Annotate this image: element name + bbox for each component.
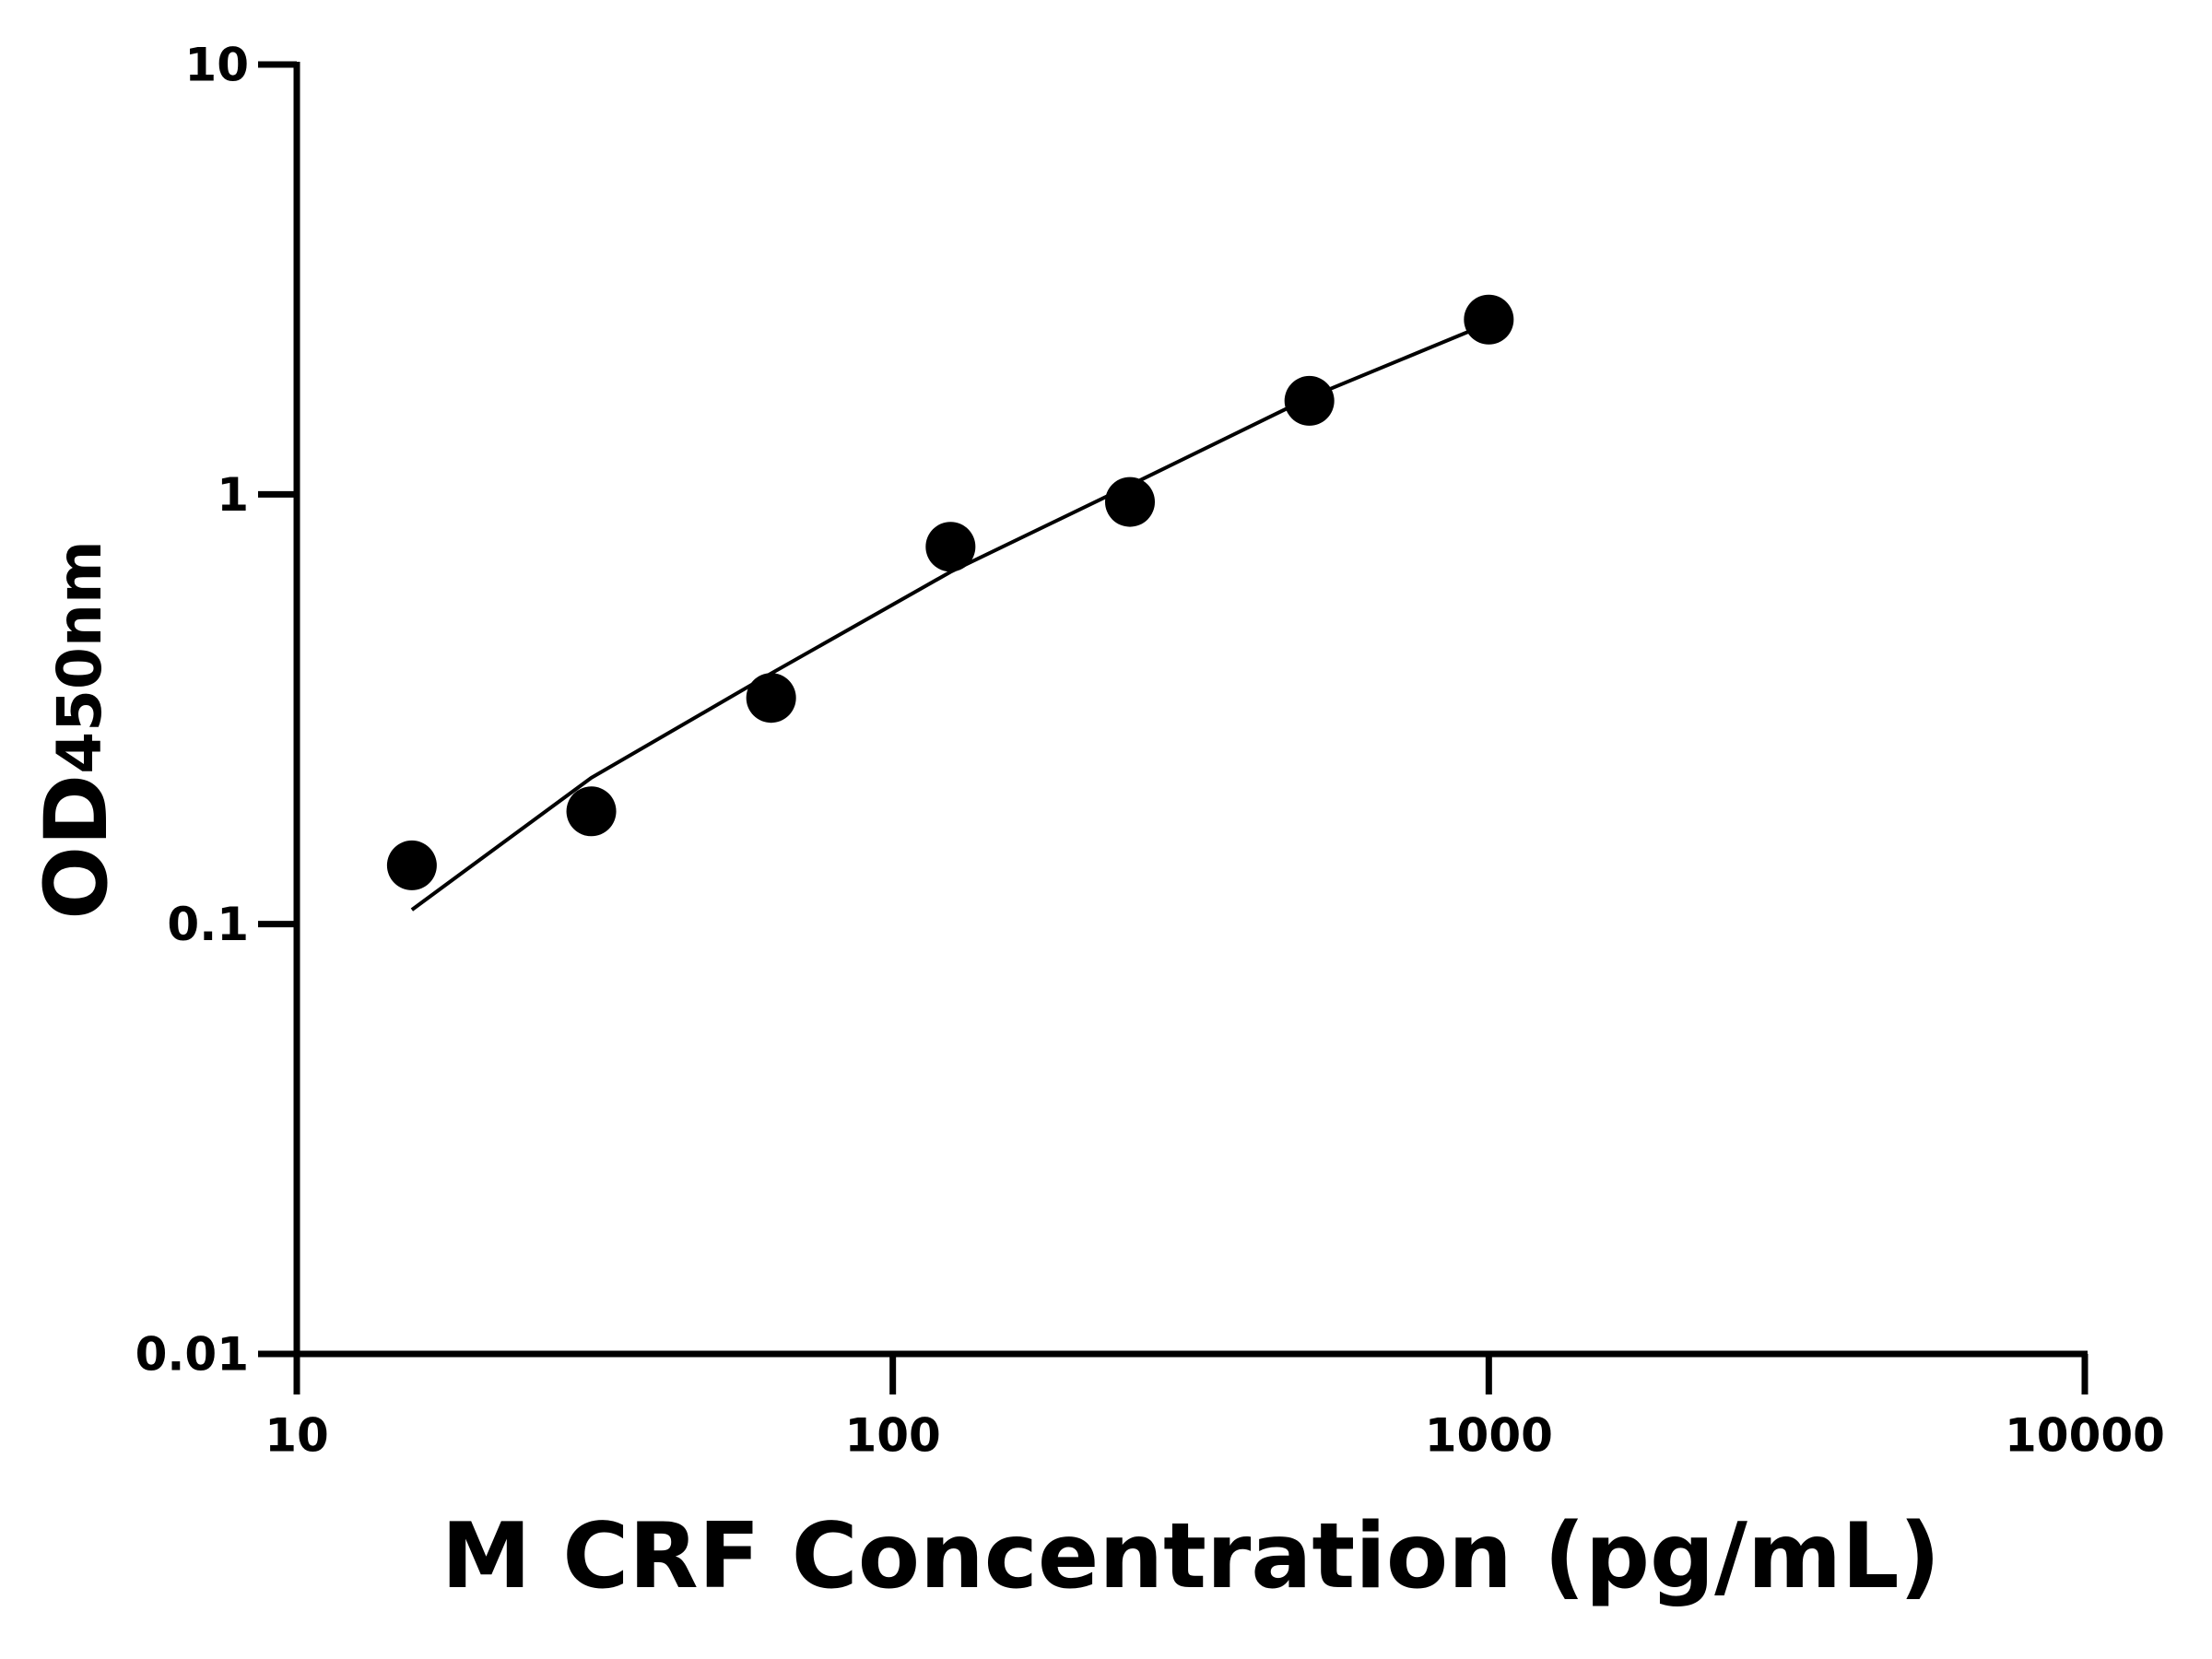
y-tick-label: 0.1 <box>167 898 249 951</box>
data-point <box>1284 375 1335 426</box>
y-tick-label: 1 <box>217 468 249 522</box>
data-point <box>925 522 976 572</box>
x-tick-label: 1000 <box>1425 1409 1553 1463</box>
fit-line <box>410 321 1490 912</box>
y-axis-title-sub: 450nm <box>44 540 115 774</box>
x-tick-label: 100 <box>844 1409 940 1463</box>
data-point <box>386 840 437 890</box>
data-point <box>566 786 617 837</box>
y-axis-title-main: OD <box>27 774 127 920</box>
y-tick-label: 10 <box>184 39 249 92</box>
data-point <box>746 673 796 724</box>
x-axis-title: M CRF Concentration (pg/mL) <box>441 1504 1941 1609</box>
data-point <box>1464 294 1514 345</box>
x-tick-label: 10 <box>265 1409 329 1463</box>
x-tick-label: 10000 <box>2005 1409 2165 1463</box>
y-tick-label: 0.01 <box>135 1328 249 1382</box>
y-axis-title: OD450nm <box>27 540 127 919</box>
